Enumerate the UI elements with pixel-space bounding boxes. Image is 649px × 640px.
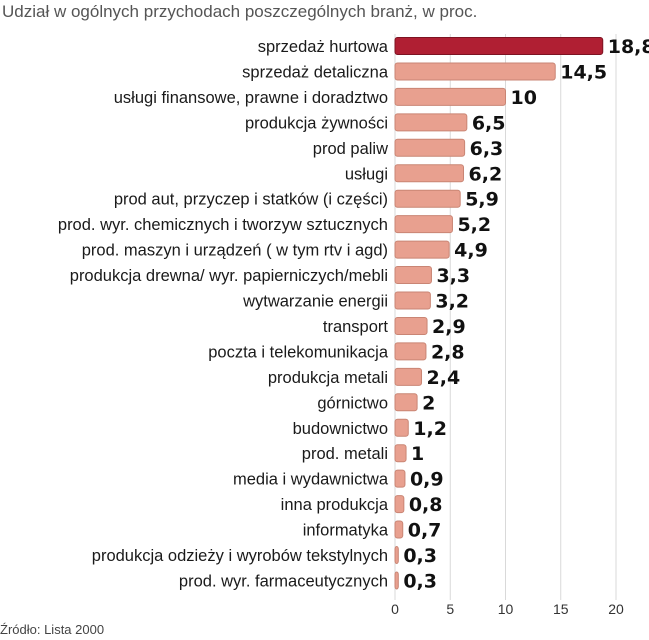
labels: sprzedaż hurtowa 18,8 sprzedaż detaliczna 1… — [58, 36, 649, 592]
x-axis-ticks: 0 5 10 15 20 — [391, 601, 624, 617]
value-label: 0,3 — [403, 545, 437, 567]
value-label: 5,9 — [465, 189, 499, 211]
category-label: produkcja metali — [268, 369, 388, 387]
category-label: prod. wyr. chemicznych i tworzyw sztuczn… — [58, 216, 388, 234]
category-label: budownictwo — [293, 420, 388, 438]
category-label: produkcja drewna/ wyr. papierniczych/meb… — [70, 267, 388, 285]
value-label: 10 — [511, 87, 537, 109]
value-label: 3,3 — [436, 265, 470, 287]
category-label: inna produkcja — [281, 496, 389, 514]
value-label: 5,2 — [457, 214, 491, 236]
bar — [394, 444, 407, 463]
x-tick-label: 10 — [498, 601, 514, 617]
bar — [394, 37, 604, 55]
source-note: Źródło: Lista 2000 — [0, 622, 105, 637]
bar — [394, 62, 556, 81]
x-tick-label: 15 — [553, 601, 569, 617]
bar — [394, 520, 404, 539]
bar — [394, 113, 468, 132]
category-label: prod aut, przyczep i statków (i części) — [114, 191, 388, 209]
category-label: usługi — [345, 165, 388, 183]
bar — [394, 469, 406, 488]
category-label: transport — [323, 318, 389, 336]
value-label: 14,5 — [560, 61, 607, 83]
bars — [394, 37, 604, 590]
value-label: 18,8 — [608, 36, 649, 58]
value-label: 6,5 — [472, 112, 506, 134]
category-label: sprzedaż hurtowa — [258, 38, 389, 56]
bar — [394, 266, 432, 285]
bar — [394, 367, 423, 386]
bar — [394, 189, 461, 208]
category-label: usługi finansowe, prawne i doradztwo — [114, 89, 388, 107]
value-label: 0,9 — [410, 469, 444, 491]
category-label: produkcja żywności — [245, 114, 388, 132]
bar — [394, 316, 428, 335]
value-label: 1 — [411, 443, 424, 465]
bar — [394, 291, 431, 310]
bar — [394, 215, 453, 234]
category-label: wytwarzanie energii — [242, 293, 388, 311]
bar — [394, 546, 399, 564]
category-label: prod. maszyn i urządzeń ( w tym rtv i ag… — [82, 242, 388, 260]
bar — [394, 393, 418, 412]
value-label: 3,2 — [435, 291, 469, 313]
category-label: prod paliw — [313, 140, 388, 158]
x-tick-label: 0 — [391, 601, 399, 617]
category-label: prod. wyr. farmaceutycznych — [179, 572, 388, 590]
value-label: 2,8 — [431, 341, 465, 363]
value-label: 1,2 — [413, 418, 447, 440]
chart-title: Udział w ogólnych przychodach poszczegól… — [2, 2, 478, 21]
category-label: górnictwo — [317, 394, 388, 412]
bar — [394, 87, 506, 106]
value-label: 4,9 — [454, 240, 488, 262]
value-label: 0,7 — [408, 520, 442, 542]
value-label: 6,2 — [469, 163, 503, 185]
value-label: 2,4 — [427, 367, 461, 389]
category-label: sprzedaż detaliczna — [242, 63, 389, 81]
category-label: poczta i telekomunikacja — [208, 343, 389, 361]
bar — [394, 164, 465, 183]
bar — [394, 138, 466, 157]
value-label: 0,3 — [403, 570, 437, 592]
category-label: produkcja odzieży i wyrobów tekstylnych — [92, 547, 388, 565]
bar — [394, 342, 427, 361]
value-label: 2,9 — [432, 316, 466, 338]
value-label: 6,3 — [470, 138, 504, 160]
value-label: 2 — [422, 392, 435, 414]
bar — [394, 495, 405, 514]
bar — [394, 571, 399, 590]
x-tick-label: 20 — [608, 601, 624, 617]
bar — [394, 240, 450, 259]
category-label: media i wydawnictwa — [233, 471, 389, 489]
category-label: informatyka — [303, 522, 389, 540]
category-label: prod. metali — [302, 445, 388, 463]
bar — [394, 418, 409, 437]
value-label: 0,8 — [409, 494, 443, 516]
x-tick-label: 5 — [446, 601, 454, 617]
